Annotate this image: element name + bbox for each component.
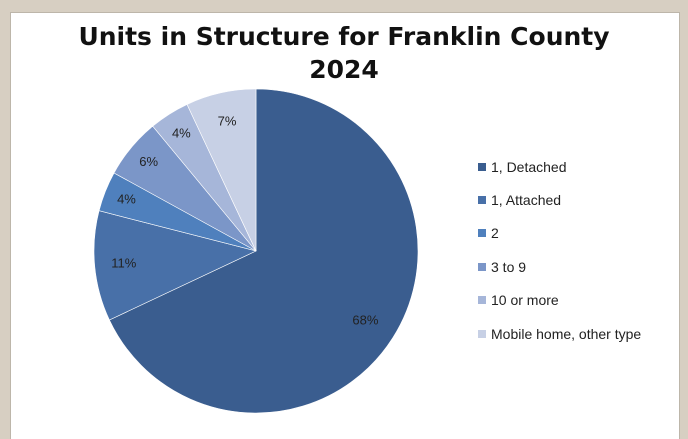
legend-swatch: [478, 162, 486, 171]
data-label-1-detached: 68%: [352, 312, 378, 327]
legend-swatch: [478, 229, 486, 238]
legend-swatch: [478, 196, 486, 205]
data-label-mobile-home-other-type: 7%: [218, 113, 237, 128]
legend-label: 10 or more: [491, 292, 559, 309]
chart-title-line-1: Units in Structure for Franklin County: [78, 22, 610, 51]
legend-label: 2: [491, 225, 499, 242]
legend-label: 1, Detached: [491, 158, 567, 175]
legend-swatch: [478, 329, 486, 338]
legend-item-1-detached: 1, Detached: [478, 150, 641, 183]
legend-item-mobile-home-other-type: Mobile home, other type: [478, 317, 641, 350]
legend-label: 1, Attached: [491, 192, 562, 209]
legend-swatch: [478, 262, 486, 271]
legend-label: 3 to 9: [491, 258, 527, 275]
pie-slice-1-detached: [109, 88, 419, 414]
legend-item-10-or-more: 10 or more: [478, 284, 641, 317]
chart-legend: 1, Detached 1, Attached 2 3 to 9 10 or more M…: [478, 150, 641, 350]
data-label-2: 4%: [117, 192, 136, 207]
chart-title-line-2: 2024: [309, 55, 379, 84]
pie-slice-1-attached: [93, 210, 257, 321]
pie-slices: [93, 88, 419, 414]
chart-title: Units in Structure for Franklin County 2…: [0, 20, 688, 86]
data-label-3-to-9: 6%: [139, 154, 158, 169]
pie-slice-mobile-home-other-type: [186, 88, 257, 252]
data-label-10-or-more: 4%: [172, 125, 191, 140]
data-label-1-attached: 11%: [111, 256, 136, 271]
legend-item-3-to-9: 3 to 9: [478, 250, 641, 283]
legend-label: Mobile home, other type: [491, 325, 642, 342]
pie-data-labels: 68% 11% 4% 6% 4% 7%: [111, 113, 379, 327]
legend-swatch: [478, 296, 486, 305]
legend-item-1-attached: 1, Attached: [478, 183, 641, 216]
legend-item-2: 2: [478, 217, 641, 250]
